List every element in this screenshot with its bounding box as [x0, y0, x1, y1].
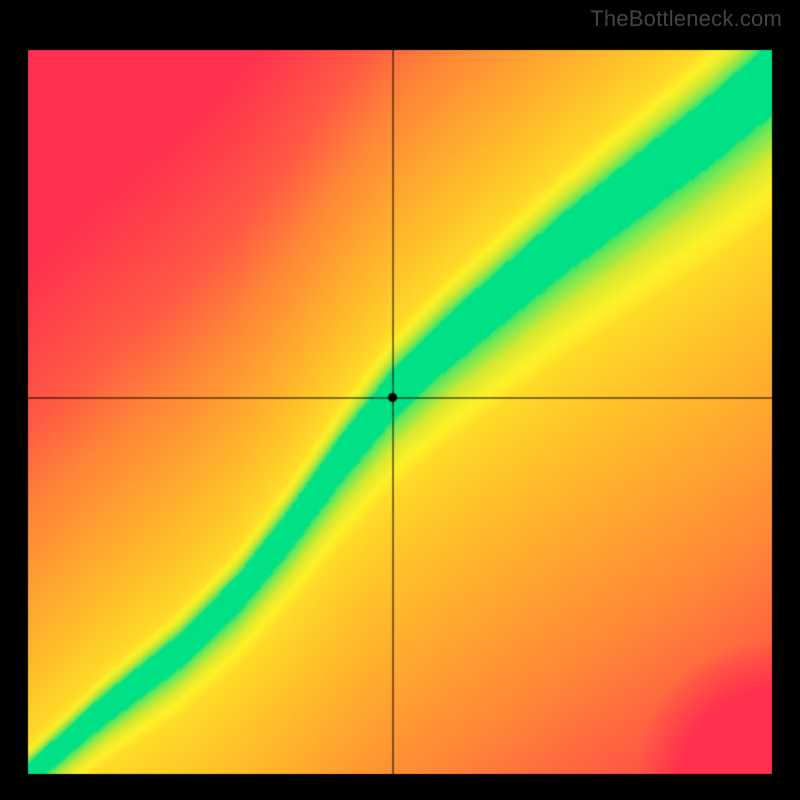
- watermark-text: TheBottleneck.com: [590, 6, 782, 32]
- chart-container: TheBottleneck.com: [0, 0, 800, 800]
- crosshair-overlay-canvas: [0, 0, 800, 800]
